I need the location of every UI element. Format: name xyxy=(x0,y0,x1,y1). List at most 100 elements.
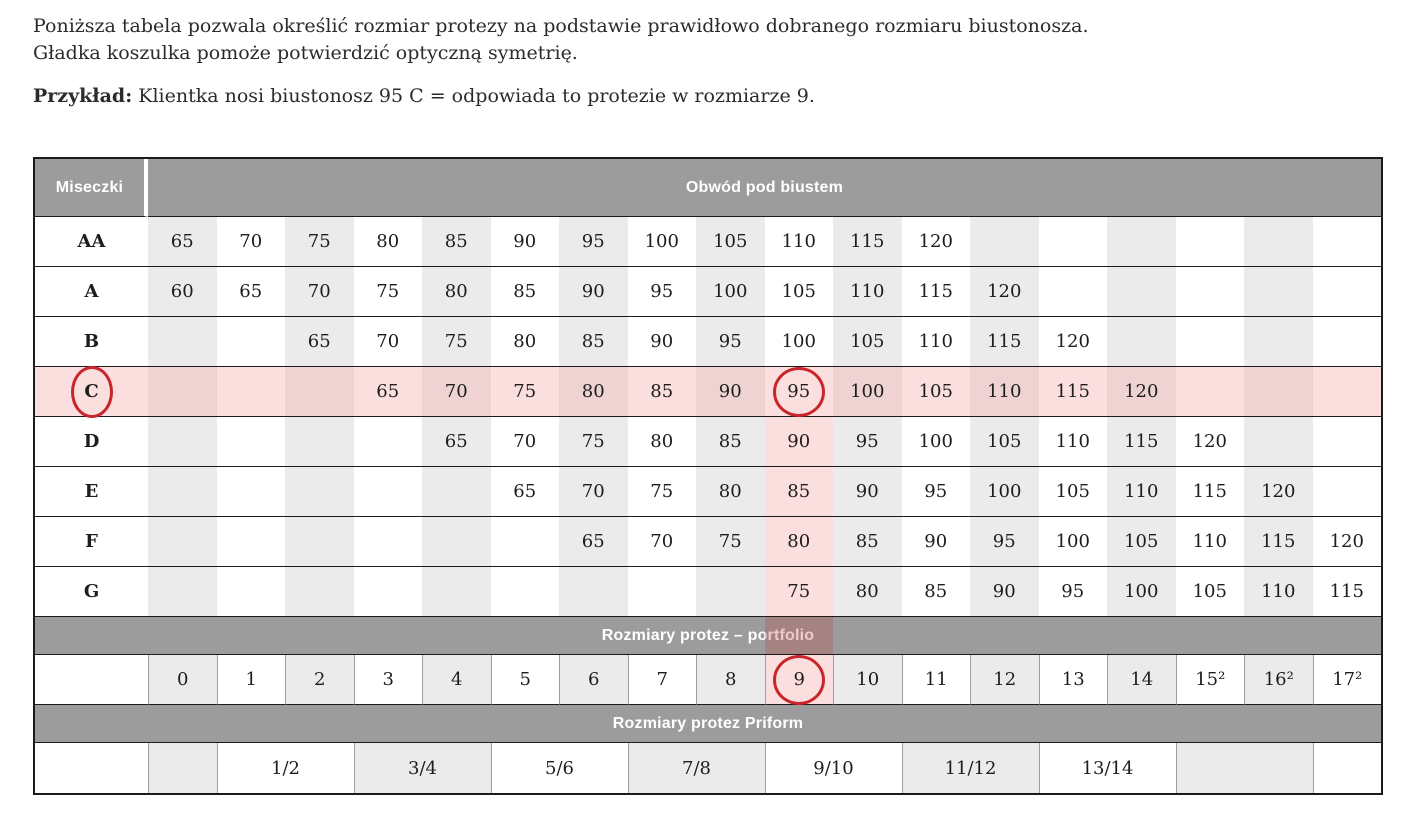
cup-cell-AA-1: 70 xyxy=(216,217,285,267)
cup-cell-AA-17 xyxy=(1312,217,1381,267)
cup-cell-C-15 xyxy=(1175,367,1244,417)
cup-cell-A-5: 85 xyxy=(490,267,559,317)
cup-cell-F-12: 95 xyxy=(970,517,1039,567)
cup-cell-G-6 xyxy=(559,567,628,617)
cup-cell-D-11: 100 xyxy=(901,417,970,467)
cup-cell-AA-13 xyxy=(1038,217,1107,267)
cup-cell-C-13: 115 xyxy=(1038,367,1107,417)
size-table: Miseczki Obwód pod biustem AA 65 70 75 80 85 90 9… xyxy=(33,157,1383,795)
cup-cell-A-7: 95 xyxy=(627,267,696,317)
cup-cell-A-14 xyxy=(1107,267,1176,317)
cup-cell-G-1 xyxy=(216,567,285,617)
cup-cell-AA-14 xyxy=(1107,217,1176,267)
cup-cell-C-5: 75 xyxy=(490,367,559,417)
cup-cell-E-8: 80 xyxy=(696,467,765,517)
cup-cell-F-7: 70 xyxy=(627,517,696,567)
portfolio-size-cell-7: 7 xyxy=(627,655,696,705)
example-label: Przykład: xyxy=(33,85,133,107)
cup-cell-F-17: 120 xyxy=(1312,517,1381,567)
cup-cell-G-2 xyxy=(285,567,354,617)
cup-cell-G-0 xyxy=(148,567,217,617)
cup-cell-D-8: 85 xyxy=(696,417,765,467)
cup-cell-E-5: 65 xyxy=(490,467,559,517)
cup-cell-B-1 xyxy=(216,317,285,367)
cup-cell-A-9: 105 xyxy=(764,267,833,317)
cup-cell-D-3 xyxy=(353,417,422,467)
cup-cell-F-4 xyxy=(422,517,491,567)
cups-column-header: Miseczki xyxy=(35,159,148,217)
cup-row-label-AA: AA xyxy=(35,217,148,267)
cup-cell-C-9: 95 xyxy=(764,367,833,417)
cup-cell-G-3 xyxy=(353,567,422,617)
priform-size-cell-13/14: 13/14 xyxy=(1038,743,1176,793)
priform-size-cell-11/12: 11/12 xyxy=(901,743,1039,793)
cup-cell-D-0 xyxy=(148,417,217,467)
cup-cell-G-15: 105 xyxy=(1175,567,1244,617)
cup-cell-G-17: 115 xyxy=(1312,567,1381,617)
priform-size-cell-empty-8 xyxy=(1175,743,1313,793)
example-line: Przykład: Klientka nosi biustonosz 95 C … xyxy=(33,83,1383,110)
cup-cell-AA-16 xyxy=(1244,217,1313,267)
cup-cell-B-8: 95 xyxy=(696,317,765,367)
cup-cell-E-4 xyxy=(422,467,491,517)
cup-cell-B-13: 120 xyxy=(1038,317,1107,367)
portfolio-size-cell-0: 0 xyxy=(148,655,217,705)
cup-cell-C-14: 120 xyxy=(1107,367,1176,417)
cup-cell-D-15: 120 xyxy=(1175,417,1244,467)
cup-row-label-G: G xyxy=(35,567,148,617)
cup-cell-AA-5: 90 xyxy=(490,217,559,267)
cup-cell-B-0 xyxy=(148,317,217,367)
cup-cell-F-15: 110 xyxy=(1175,517,1244,567)
cup-cell-F-6: 65 xyxy=(559,517,628,567)
cup-cell-A-16 xyxy=(1244,267,1313,317)
cup-cell-E-0 xyxy=(148,467,217,517)
priform-size-cell-3/4: 3/4 xyxy=(353,743,491,793)
row-label-spacer xyxy=(35,743,148,793)
cup-cell-B-17 xyxy=(1312,317,1381,367)
cup-cell-D-14: 115 xyxy=(1107,417,1176,467)
cup-cell-AA-4: 85 xyxy=(422,217,491,267)
cup-cell-AA-11: 120 xyxy=(901,217,970,267)
cup-cell-A-6: 90 xyxy=(559,267,628,317)
cup-cell-G-13: 95 xyxy=(1038,567,1107,617)
cup-cell-B-6: 85 xyxy=(559,317,628,367)
cup-cell-E-11: 95 xyxy=(901,467,970,517)
cup-cell-A-3: 75 xyxy=(353,267,422,317)
cup-cell-E-10: 90 xyxy=(833,467,902,517)
cup-cell-AA-2: 75 xyxy=(285,217,354,267)
cup-cell-E-7: 75 xyxy=(627,467,696,517)
cup-cell-B-11: 110 xyxy=(901,317,970,367)
cup-cell-E-2 xyxy=(285,467,354,517)
cup-cell-C-16 xyxy=(1244,367,1313,417)
cup-cell-B-15 xyxy=(1175,317,1244,367)
cup-cell-AA-7: 100 xyxy=(627,217,696,267)
cup-cell-B-2: 65 xyxy=(285,317,354,367)
priform-size-cell-7/8: 7/8 xyxy=(627,743,765,793)
cup-cell-E-3 xyxy=(353,467,422,517)
cup-cell-B-4: 75 xyxy=(422,317,491,367)
cup-cell-E-13: 105 xyxy=(1038,467,1107,517)
portfolio-size-cell-13: 13 xyxy=(1038,655,1107,705)
cup-cell-E-6: 70 xyxy=(559,467,628,517)
priform-size-cell-9/10: 9/10 xyxy=(764,743,902,793)
cup-cell-D-10: 95 xyxy=(833,417,902,467)
cup-cell-G-9: 75 xyxy=(764,567,833,617)
cup-cell-A-12: 120 xyxy=(970,267,1039,317)
cup-cell-D-5: 70 xyxy=(490,417,559,467)
cup-cell-AA-10: 115 xyxy=(833,217,902,267)
cup-cell-AA-12 xyxy=(970,217,1039,267)
cup-cell-D-17 xyxy=(1312,417,1381,467)
cup-cell-C-0 xyxy=(148,367,217,417)
cup-row-label-B: B xyxy=(35,317,148,367)
portfolio-size-cell-9: 9 xyxy=(764,655,833,705)
cup-cell-A-11: 115 xyxy=(901,267,970,317)
portfolio-size-cell-15²: 15² xyxy=(1175,655,1244,705)
cup-cell-G-10: 80 xyxy=(833,567,902,617)
cup-cell-G-8 xyxy=(696,567,765,617)
portfolio-size-cell-6: 6 xyxy=(559,655,628,705)
priform-size-cell-empty-0 xyxy=(148,743,217,793)
cup-cell-B-3: 70 xyxy=(353,317,422,367)
cup-cell-B-10: 105 xyxy=(833,317,902,367)
cup-cell-F-5 xyxy=(490,517,559,567)
